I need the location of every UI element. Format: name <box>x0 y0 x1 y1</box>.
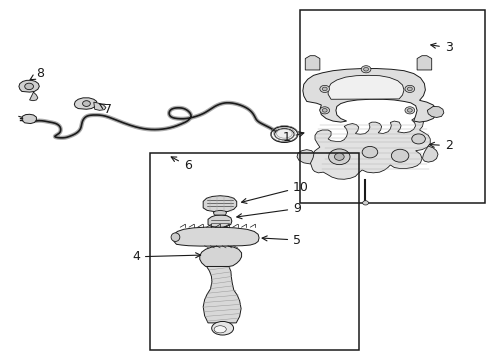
Circle shape <box>390 149 408 162</box>
Polygon shape <box>22 114 36 123</box>
Circle shape <box>404 107 414 114</box>
Text: 4: 4 <box>132 250 200 263</box>
Circle shape <box>319 85 329 93</box>
Circle shape <box>319 107 329 114</box>
Ellipse shape <box>274 129 293 140</box>
Circle shape <box>25 83 33 90</box>
Polygon shape <box>203 196 236 212</box>
Circle shape <box>362 147 377 158</box>
Text: 5: 5 <box>262 234 301 247</box>
Polygon shape <box>327 75 403 99</box>
Circle shape <box>411 134 425 144</box>
Polygon shape <box>427 107 443 117</box>
Circle shape <box>322 87 326 91</box>
Ellipse shape <box>171 233 180 242</box>
Circle shape <box>82 101 90 107</box>
Text: 6: 6 <box>171 157 191 172</box>
Polygon shape <box>416 56 431 70</box>
Polygon shape <box>213 210 226 215</box>
Text: 7: 7 <box>99 103 112 116</box>
Circle shape <box>407 87 411 91</box>
Bar <box>149 153 358 350</box>
Ellipse shape <box>214 326 226 333</box>
Bar <box>300 10 484 203</box>
Circle shape <box>334 153 344 160</box>
Polygon shape <box>19 80 39 92</box>
Ellipse shape <box>211 321 233 335</box>
Polygon shape <box>94 102 106 111</box>
Polygon shape <box>305 56 319 70</box>
Polygon shape <box>200 246 241 266</box>
Text: 10: 10 <box>241 181 308 203</box>
Polygon shape <box>207 215 231 227</box>
Polygon shape <box>422 146 437 162</box>
Polygon shape <box>173 227 259 246</box>
Text: 9: 9 <box>236 202 301 219</box>
Polygon shape <box>30 92 38 101</box>
Text: 2: 2 <box>428 139 452 152</box>
Text: 3: 3 <box>430 41 452 54</box>
Text: 8: 8 <box>30 67 44 80</box>
Polygon shape <box>74 98 97 109</box>
Circle shape <box>363 67 368 71</box>
Circle shape <box>362 201 368 205</box>
Polygon shape <box>203 266 241 323</box>
Polygon shape <box>302 68 436 122</box>
Text: 1: 1 <box>282 131 303 144</box>
Circle shape <box>407 109 411 112</box>
Polygon shape <box>309 117 429 179</box>
Circle shape <box>322 109 326 112</box>
Circle shape <box>361 66 370 73</box>
Circle shape <box>328 149 349 165</box>
Polygon shape <box>296 150 313 164</box>
Circle shape <box>404 85 414 93</box>
